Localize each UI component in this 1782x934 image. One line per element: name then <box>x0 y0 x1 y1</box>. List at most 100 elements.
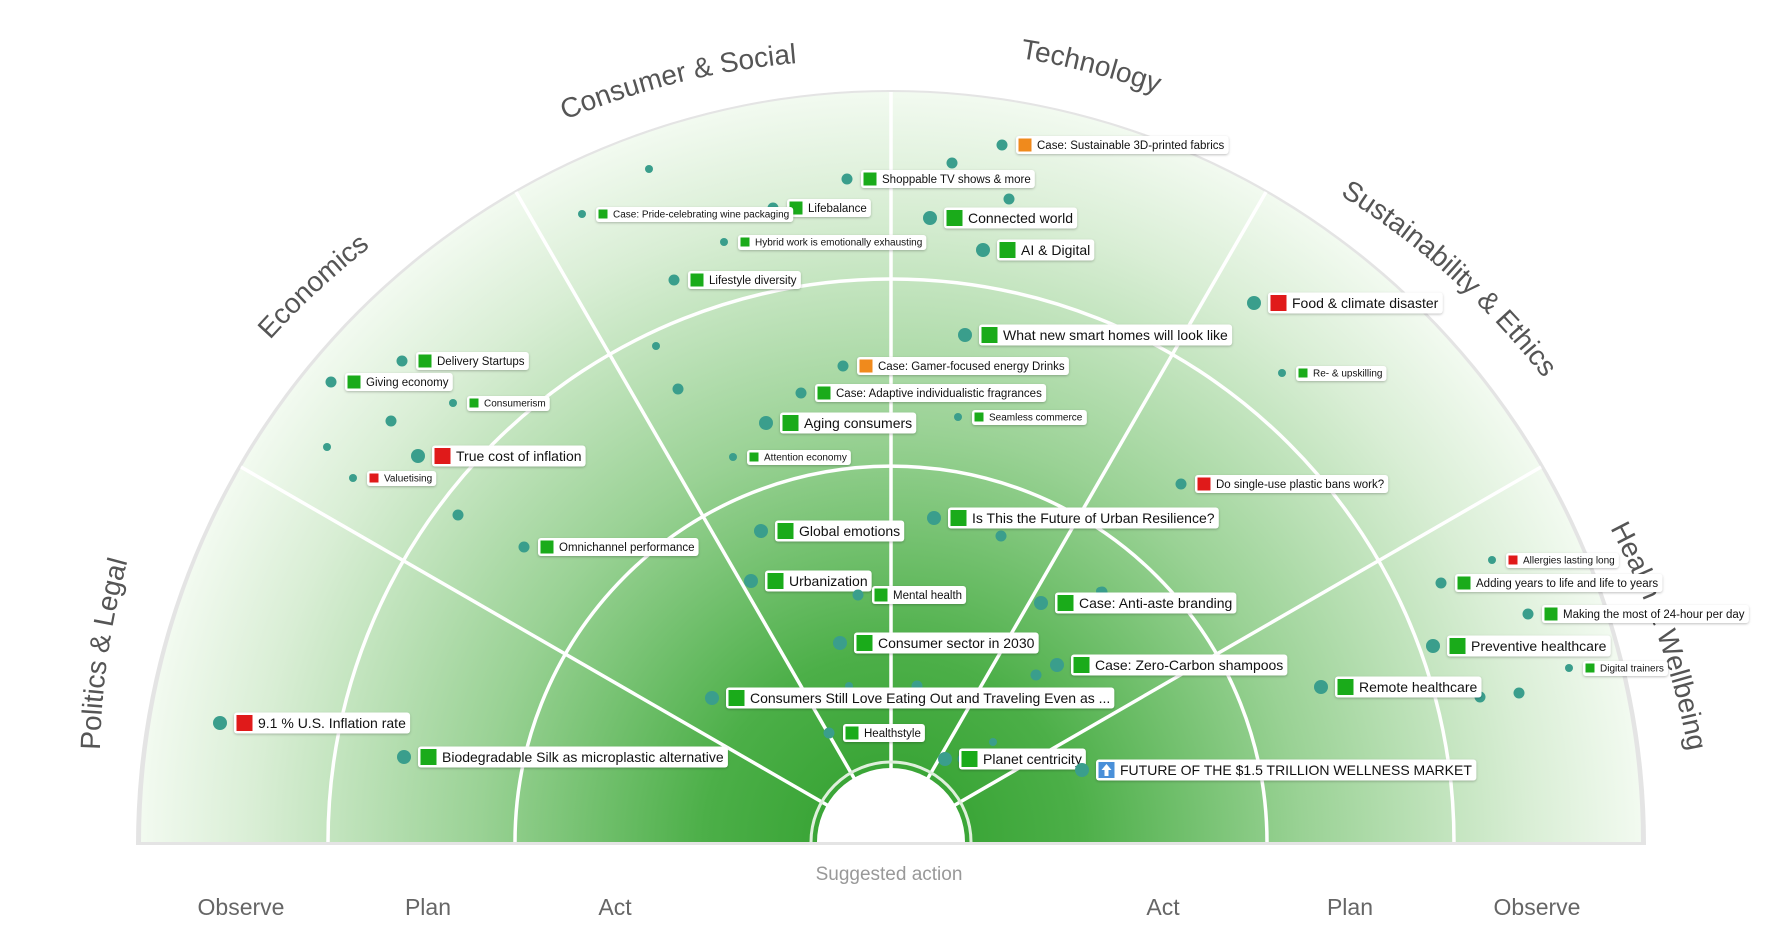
trend-label[interactable]: Urbanization <box>789 573 868 589</box>
trend-consumers-still-love-eating-out-and-trav[interactable]: Consumers Still Love Eating Out and Trav… <box>705 687 1115 709</box>
trend-status-green-icon[interactable] <box>776 522 795 540</box>
trend-status-green-icon[interactable] <box>862 171 878 187</box>
trend-future-of-the-1-5-trillion-wellness-mark[interactable]: FUTURE OF THE $1.5 TRILLION WELLNESS MAR… <box>1075 759 1477 781</box>
trend-dot[interactable] <box>325 376 337 388</box>
trend-status-green-icon[interactable] <box>1072 656 1091 674</box>
trend-label[interactable]: Consumer sector in 2030 <box>878 635 1035 651</box>
trend-dot[interactable] <box>1175 478 1187 490</box>
trend-dot[interactable] <box>672 383 684 395</box>
trend-status-green-icon[interactable] <box>816 385 832 401</box>
trend-dot[interactable] <box>996 139 1008 151</box>
trend-status-green-icon[interactable] <box>1456 575 1472 591</box>
trend-label[interactable]: Lifebalance <box>808 203 867 215</box>
trend-label[interactable]: True cost of inflation <box>456 448 582 464</box>
center-hub[interactable] <box>817 768 965 842</box>
trend-shoppable-tv-shows-more[interactable]: Shoppable TV shows & more <box>841 170 1035 188</box>
trend-dot[interactable] <box>729 453 737 461</box>
trend-making-the-most-of-24-hour-per-day[interactable]: Making the most of 24-hour per day <box>1522 605 1749 623</box>
trend-label[interactable]: Case: Gamer-focused energy Drinks <box>878 361 1065 373</box>
trend-dot[interactable] <box>1435 577 1447 589</box>
trend-status-green-icon[interactable] <box>873 587 889 603</box>
trend-dot[interactable] <box>938 752 952 766</box>
trend-status-orange-icon[interactable] <box>858 358 874 374</box>
trend-status-green-icon[interactable] <box>781 414 800 432</box>
trend-label[interactable]: Attention economy <box>764 453 847 464</box>
trend-status-green-icon[interactable] <box>727 689 746 707</box>
trend-omnichannel-performance[interactable]: Omnichannel performance <box>518 538 699 556</box>
trend-dot[interactable] <box>397 750 411 764</box>
trend-label[interactable]: Shoppable TV shows & more <box>882 174 1031 186</box>
trend-dot[interactable] <box>452 509 464 521</box>
trend-status-red-icon[interactable] <box>1507 554 1519 566</box>
trend-dot[interactable] <box>1565 664 1573 672</box>
trend-planet-centricity[interactable]: Planet centricity <box>938 748 1086 770</box>
trend-lifebalance[interactable]: Lifebalance <box>767 199 871 217</box>
trend-dot[interactable] <box>323 443 331 451</box>
trend-status-green-icon[interactable] <box>766 572 785 590</box>
trend-delivery-startups[interactable]: Delivery Startups <box>396 352 529 370</box>
trend-re-upskilling[interactable]: Re- & upskilling <box>1278 366 1387 381</box>
trend-label[interactable]: Is This the Future of Urban Resilience? <box>972 510 1215 526</box>
trend-consumerism[interactable]: Consumerism <box>449 396 550 411</box>
trend-label[interactable]: Do single-use plastic bans work? <box>1216 479 1384 491</box>
trend-dot[interactable] <box>411 449 425 463</box>
trend-status-green-icon[interactable] <box>417 353 433 369</box>
trend-status-red-icon[interactable] <box>368 472 380 484</box>
trend-9-1-u-s-inflation-rate[interactable]: 9.1 % U.S. Inflation rate <box>213 712 411 734</box>
trend-true-cost-of-inflation[interactable]: True cost of inflation <box>411 445 586 467</box>
trend-status-green-icon[interactable] <box>748 451 760 463</box>
trend-dot[interactable] <box>213 716 227 730</box>
trend-case-gamer-focused-energy-drinks[interactable]: Case: Gamer-focused energy Drinks <box>837 357 1069 375</box>
trend-dot[interactable] <box>954 413 962 421</box>
trend-status-red-icon[interactable] <box>433 447 452 465</box>
trend-dot[interactable] <box>518 541 530 553</box>
trend-label[interactable]: 9.1 % U.S. Inflation rate <box>258 715 406 731</box>
trend-dot[interactable] <box>1513 687 1525 699</box>
trend-dot[interactable] <box>833 636 847 650</box>
trend-status-green-icon[interactable] <box>597 208 609 220</box>
trend-connected-world[interactable]: Connected world <box>923 207 1078 229</box>
trend-status-red-icon[interactable] <box>1196 476 1212 492</box>
trend-dot[interactable] <box>705 691 719 705</box>
trend-label[interactable]: Connected world <box>968 210 1073 226</box>
trend-preventive-healthcare[interactable]: Preventive healthcare <box>1426 635 1611 657</box>
trend-consumer-sector-in-2030[interactable]: Consumer sector in 2030 <box>833 632 1039 654</box>
trend-biodegradable-silk-as-microplastic-alter[interactable]: Biodegradable Silk as microplastic alter… <box>397 746 728 768</box>
trend-dot[interactable] <box>1522 608 1534 620</box>
trend-label[interactable]: Allergies lasting long <box>1523 556 1615 567</box>
trend-status-green-icon[interactable] <box>468 397 480 409</box>
trend-allergies-lasting-long[interactable]: Allergies lasting long <box>1488 553 1619 568</box>
trend-status-green-icon[interactable] <box>419 748 438 766</box>
trend-status-green-icon[interactable] <box>945 209 964 227</box>
trend-status-green-icon[interactable] <box>844 725 860 741</box>
trend-dot[interactable] <box>720 238 728 246</box>
trend-dot[interactable] <box>837 360 849 372</box>
trend-dot[interactable] <box>976 243 990 257</box>
trend-dot[interactable] <box>349 474 357 482</box>
trend-status-green-icon[interactable] <box>949 509 968 527</box>
trend-label[interactable]: Lifestyle diversity <box>709 275 797 287</box>
trend-case-zero-carbon-shampoos[interactable]: Case: Zero-Carbon shampoos <box>1050 654 1288 676</box>
trend-status-green-icon[interactable] <box>855 634 874 652</box>
trend-case-sustainable-3d-printed-fabrics[interactable]: Case: Sustainable 3D-printed fabrics <box>996 136 1229 154</box>
trend-status-green-icon[interactable] <box>1056 594 1075 612</box>
trend-global-emotions[interactable]: Global emotions <box>754 520 905 542</box>
trend-dot[interactable] <box>927 511 941 525</box>
trend-dot[interactable] <box>1426 639 1440 653</box>
trend-dot[interactable] <box>449 399 457 407</box>
trend-dot[interactable] <box>385 415 397 427</box>
trend-digital-trainers[interactable]: Digital trainers <box>1565 661 1668 676</box>
trend-label[interactable]: Aging consumers <box>804 415 912 431</box>
trend-label[interactable]: Mental health <box>893 590 962 602</box>
trend-label[interactable]: Planet centricity <box>983 751 1082 767</box>
trend-label[interactable]: FUTURE OF THE $1.5 TRILLION WELLNESS MAR… <box>1120 762 1472 778</box>
trend-dot[interactable] <box>1278 369 1286 377</box>
trend-dot[interactable] <box>989 738 997 746</box>
trend-lifestyle-diversity[interactable]: Lifestyle diversity <box>668 271 801 289</box>
trend-dot[interactable] <box>668 274 680 286</box>
trend-valuetising[interactable]: Valuetising <box>349 471 437 486</box>
trend-case-anti-aste-branding[interactable]: Case: Anti-aste branding <box>1034 592 1237 614</box>
trend-hybrid-work-is-emotionally-exhausting[interactable]: Hybrid work is emotionally exhausting <box>720 235 927 250</box>
trend-dot[interactable] <box>823 727 835 739</box>
trend-status-orange-icon[interactable] <box>1017 137 1033 153</box>
